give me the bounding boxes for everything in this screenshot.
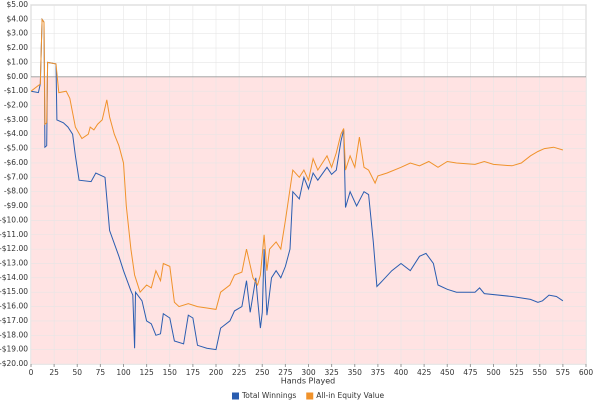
x-tick-label: 125: [139, 368, 154, 377]
x-tick-label: 475: [463, 368, 478, 377]
legend-swatch: [232, 392, 239, 400]
y-tick-label: $1.00: [7, 57, 29, 66]
series-line: [30, 17, 564, 351]
legend-label: All-in Equity Value: [316, 391, 384, 400]
x-tick-label: 325: [324, 368, 339, 377]
y-tick-label: -$8.00: [4, 187, 28, 196]
legend-swatch: [306, 392, 314, 400]
y-tick-label: -$20.00: [0, 359, 28, 368]
x-tick-label: 150: [163, 368, 178, 377]
x-tick-label: 500: [486, 368, 501, 377]
y-tick-label: $2.00: [7, 43, 29, 52]
y-tick-label: -$14.00: [0, 273, 28, 282]
y-tick-label: -$12.00: [0, 244, 28, 253]
y-tick-label: $0.00: [7, 72, 29, 81]
y-tick-label: -$4.00: [4, 129, 28, 138]
y-tick-label: -$3.00: [4, 115, 28, 124]
x-tick-label: 200: [209, 368, 224, 377]
y-tick-label: -$15.00: [0, 287, 28, 296]
y-tick-label: $4.00: [7, 14, 29, 23]
x-tick-label: 275: [278, 368, 293, 377]
y-tick-label: -$16.00: [0, 302, 28, 311]
y-tick-label: -$18.00: [0, 330, 28, 339]
y-tick-label: -$17.00: [0, 316, 28, 325]
series-line: [30, 17, 564, 310]
x-tick-label: 350: [348, 368, 363, 377]
y-tick-label: $3.00: [7, 29, 29, 38]
legend-label: Total Winnings: [241, 391, 296, 400]
x-tick-label: 100: [116, 368, 131, 377]
x-tick-label: 525: [509, 368, 524, 377]
y-tick-label: -$19.00: [0, 345, 28, 354]
x-tick-label: 0: [29, 368, 34, 377]
x-tick-label: 75: [96, 368, 106, 377]
y-tick-label: -$1.00: [4, 86, 28, 95]
x-tick-label: 225: [232, 368, 247, 377]
y-tick-label: $5.00: [7, 0, 29, 9]
x-tick-label: 25: [49, 368, 59, 377]
x-tick-label: 175: [186, 368, 201, 377]
y-tick-label: -$2.00: [4, 101, 28, 110]
x-tick-label: 400: [394, 368, 409, 377]
x-tick-label: 250: [255, 368, 270, 377]
x-tick-label: 300: [301, 368, 316, 377]
y-tick-label: -$5.00: [4, 144, 28, 153]
y-tick-label: -$6.00: [4, 158, 28, 167]
y-tick-label: -$13.00: [0, 258, 28, 267]
x-tick-label: 425: [417, 368, 432, 377]
x-tick-label: 575: [556, 368, 571, 377]
x-axis-label: Hands Played: [281, 377, 335, 386]
x-tick-label: 450: [440, 368, 455, 377]
y-tick-label: -$11.00: [0, 230, 28, 239]
x-tick-label: 600: [579, 368, 593, 377]
x-tick-label: 550: [533, 368, 548, 377]
x-tick-label: 375: [371, 368, 386, 377]
y-tick-label: -$7.00: [4, 172, 28, 181]
x-tick-label: 50: [72, 368, 82, 377]
y-tick-label: -$10.00: [0, 215, 28, 224]
y-tick-label: -$9.00: [4, 201, 28, 210]
